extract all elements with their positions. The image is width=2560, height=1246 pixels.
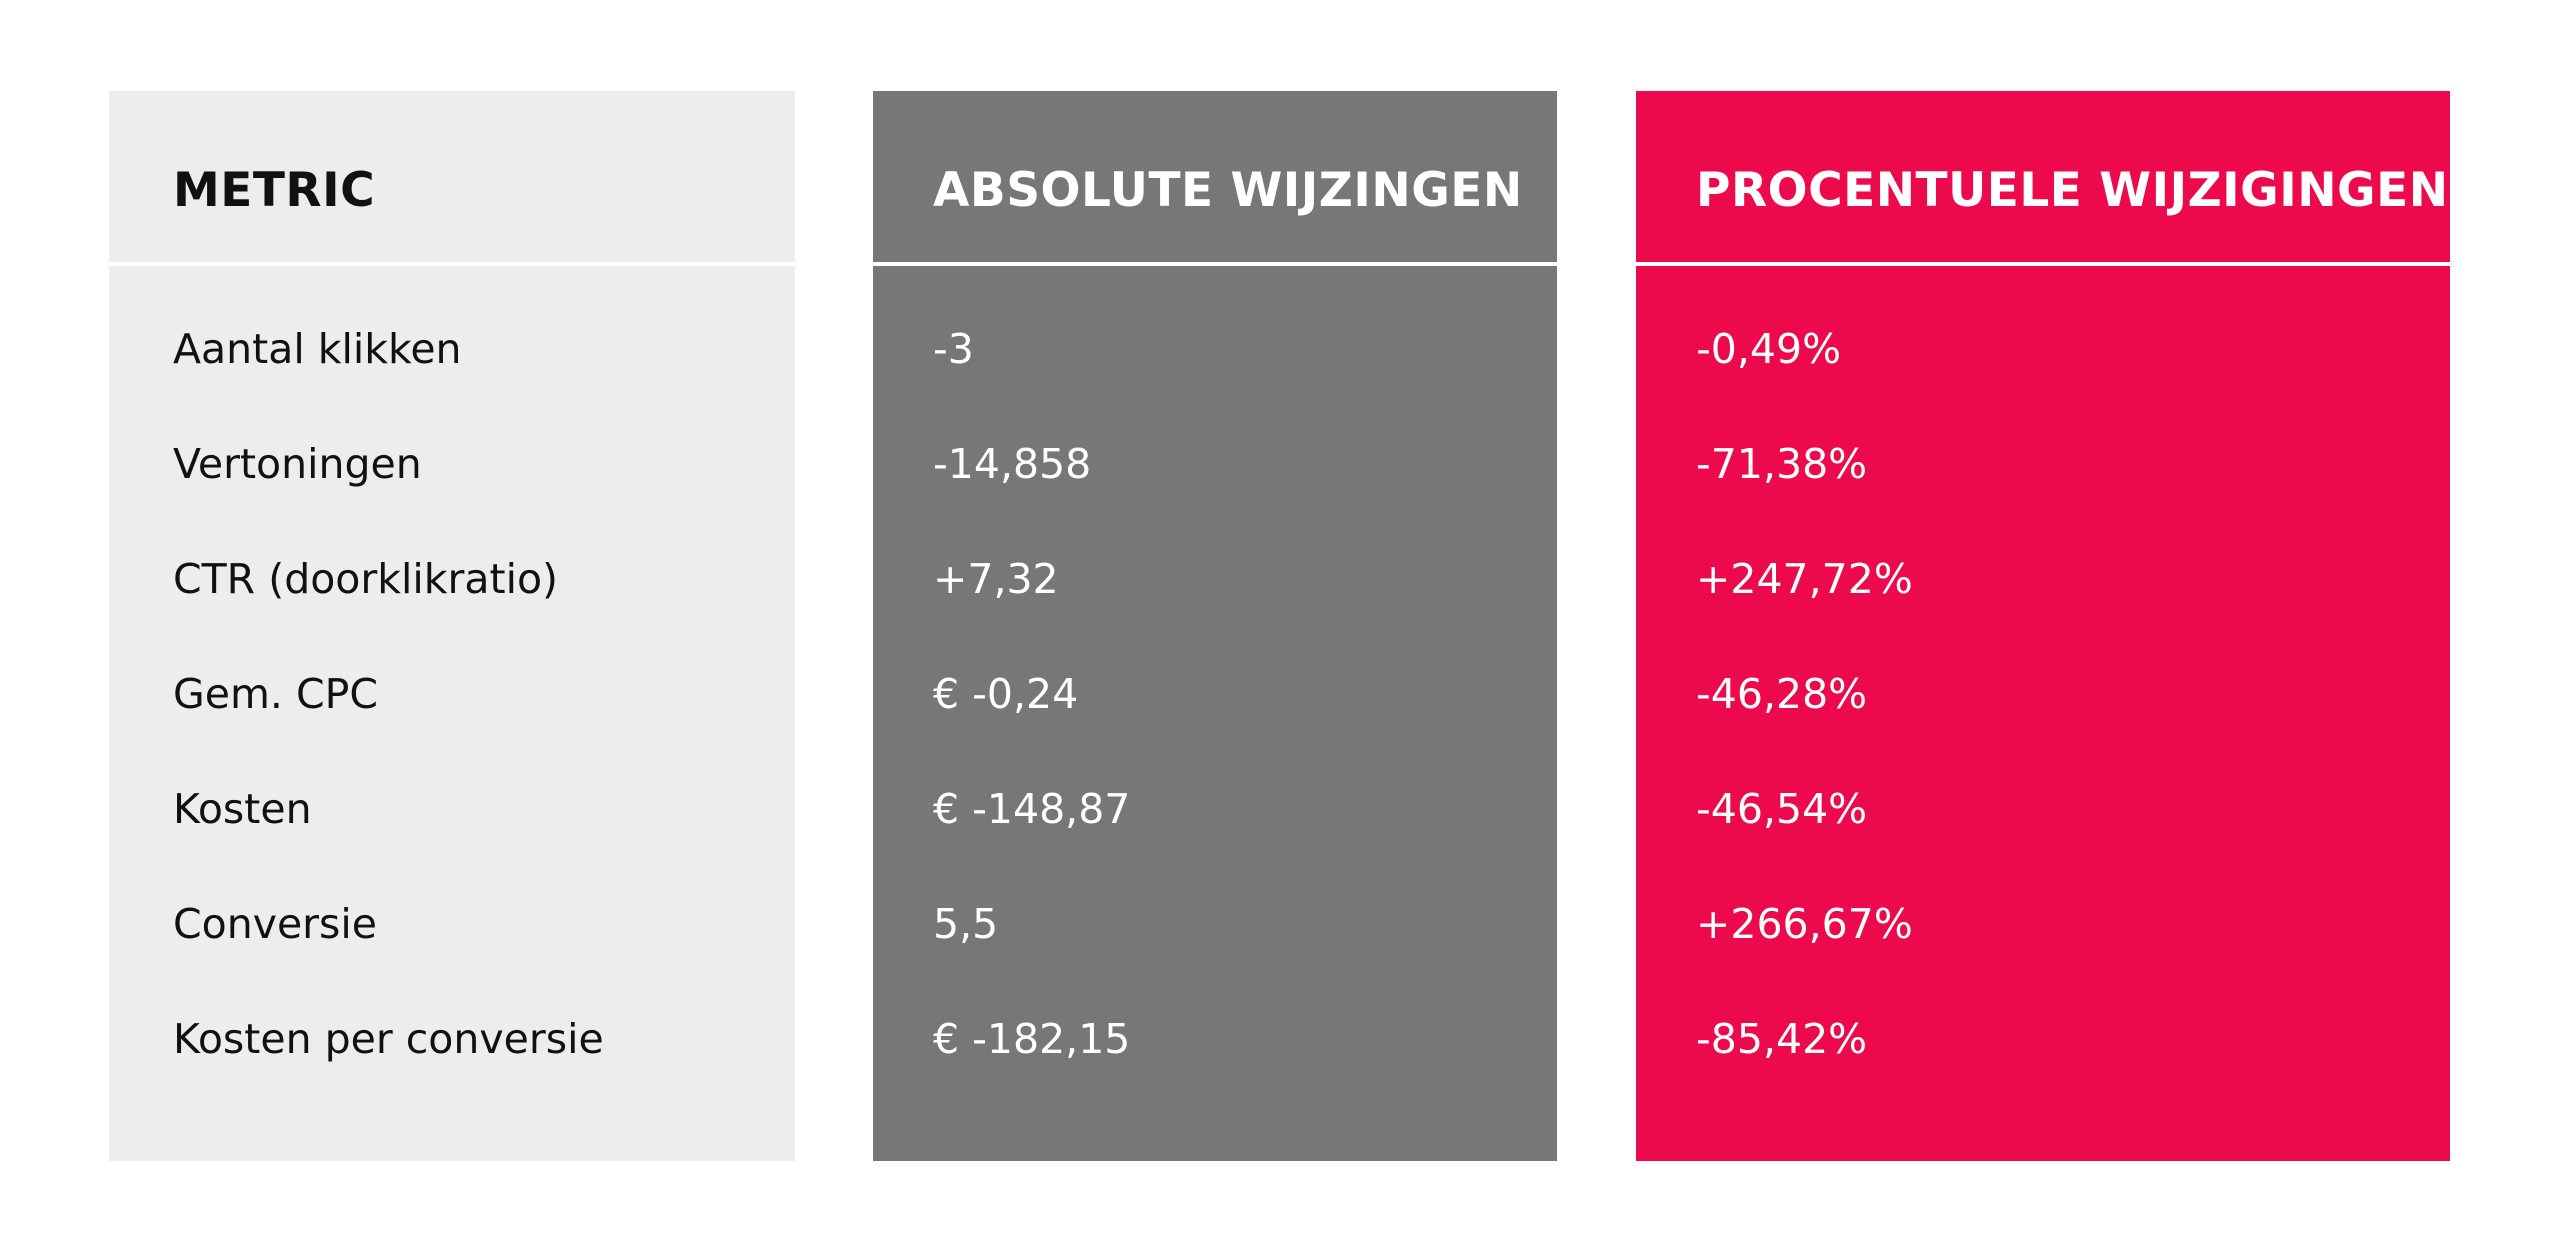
percentage-cell: +266,67%	[1696, 900, 1913, 948]
table-row: Vertoningen	[109, 439, 795, 554]
percentage-cell: -0,49%	[1696, 325, 1842, 373]
table-row: +7,32	[873, 554, 1557, 669]
absolute-cell: -3	[933, 325, 974, 373]
table-row: € -148,87	[873, 784, 1557, 899]
percentage-cell: -71,38%	[1696, 440, 1868, 488]
percentage-cell: -46,28%	[1696, 670, 1868, 718]
table-row: -0,49%	[1636, 324, 2450, 439]
percentage-rows: -0,49% -71,38% +247,72% -46,28% -46,54% …	[1636, 266, 2450, 1129]
table-row: -14,858	[873, 439, 1557, 554]
table-row: 5,5	[873, 899, 1557, 1014]
absolute-header-label: ABSOLUTE WIJZINGEN	[933, 163, 1523, 218]
percentage-cell: +247,72%	[1696, 555, 1913, 603]
table-row: CTR (doorklikratio)	[109, 554, 795, 669]
metric-cell: Kosten	[173, 785, 312, 833]
absolute-changes-column: ABSOLUTE WIJZINGEN -3 -14,858 +7,32 € -0…	[873, 91, 1557, 1161]
table-row: +247,72%	[1636, 554, 2450, 669]
percentage-column-header: PROCENTUELE WIJZIGINGEN	[1636, 91, 2450, 266]
metric-cell: CTR (doorklikratio)	[173, 555, 559, 603]
table-row: -71,38%	[1636, 439, 2450, 554]
table-row: -46,28%	[1636, 669, 2450, 784]
absolute-cell: € -0,24	[933, 670, 1079, 718]
metric-rows: Aantal klikken Vertoningen CTR (doorklik…	[109, 266, 795, 1129]
table-row: € -0,24	[873, 669, 1557, 784]
percentage-changes-column: PROCENTUELE WIJZIGINGEN -0,49% -71,38% +…	[1636, 91, 2450, 1161]
absolute-cell: € -182,15	[933, 1015, 1131, 1063]
metric-cell: Gem. CPC	[173, 670, 378, 718]
absolute-cell: +7,32	[933, 555, 1059, 603]
absolute-column-header: ABSOLUTE WIJZINGEN	[873, 91, 1557, 266]
table-row: Conversie	[109, 899, 795, 1014]
table-row: Kosten	[109, 784, 795, 899]
absolute-rows: -3 -14,858 +7,32 € -0,24 € -148,87 5,5 €…	[873, 266, 1557, 1129]
table-row: -85,42%	[1636, 1014, 2450, 1129]
table-row: Kosten per conversie	[109, 1014, 795, 1129]
table-row: Aantal klikken	[109, 324, 795, 439]
table-row: -46,54%	[1636, 784, 2450, 899]
metric-cell: Aantal klikken	[173, 325, 462, 373]
metric-column: METRIC Aantal klikken Vertoningen CTR (d…	[109, 91, 795, 1161]
metric-column-header: METRIC	[109, 91, 795, 266]
table-row: +266,67%	[1636, 899, 2450, 1014]
table-row: Gem. CPC	[109, 669, 795, 784]
table-row: -3	[873, 324, 1557, 439]
absolute-cell: 5,5	[933, 900, 999, 948]
absolute-cell: -14,858	[933, 440, 1092, 488]
percentage-header-label: PROCENTUELE WIJZIGINGEN	[1696, 163, 2449, 218]
metric-cell: Kosten per conversie	[173, 1015, 604, 1063]
metric-header-label: METRIC	[173, 163, 376, 218]
metric-cell: Vertoningen	[173, 440, 422, 488]
metric-cell: Conversie	[173, 900, 378, 948]
percentage-cell: -85,42%	[1696, 1015, 1868, 1063]
percentage-cell: -46,54%	[1696, 785, 1868, 833]
absolute-cell: € -148,87	[933, 785, 1131, 833]
table-row: € -182,15	[873, 1014, 1557, 1129]
